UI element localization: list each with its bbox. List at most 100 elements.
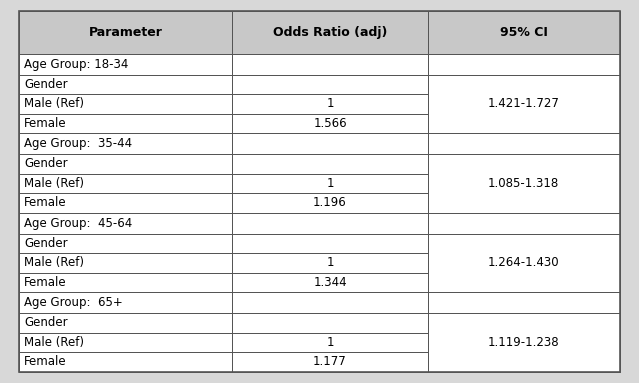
Bar [233,114,427,133]
Text: 1: 1 [327,97,334,110]
Bar [19,114,233,133]
Bar [19,273,233,292]
Bar [233,352,427,372]
Text: Female: Female [24,196,67,210]
Bar [233,114,427,133]
Text: 1.566: 1.566 [313,117,347,130]
Bar [233,332,427,352]
Bar [233,54,427,75]
Bar [233,154,427,173]
Bar [19,133,233,154]
Text: 1: 1 [327,336,334,349]
Bar [233,94,427,114]
Bar [233,273,427,292]
Bar [233,193,427,213]
Bar [19,253,233,273]
Bar [233,213,427,234]
Text: Female: Female [24,276,67,289]
Bar [19,94,233,114]
Bar [427,234,620,292]
Bar [233,11,427,54]
Bar [19,193,233,213]
Bar [19,133,233,154]
Bar [233,173,427,193]
Text: 1.421-1.727: 1.421-1.727 [488,97,560,110]
Bar [427,213,620,234]
Text: 1: 1 [327,177,334,190]
Bar [19,173,233,193]
Bar [233,154,427,173]
Bar [427,11,620,54]
Bar [19,332,233,352]
Bar [19,253,233,273]
Bar [19,94,233,114]
Bar [427,234,620,292]
Bar [19,352,233,372]
Bar [427,54,620,75]
Bar [19,213,233,234]
Bar [19,173,233,193]
Bar [233,193,427,213]
Bar [19,193,233,213]
Bar [19,11,233,54]
Text: Male (Ref): Male (Ref) [24,256,84,269]
Bar [19,154,233,173]
Bar [19,273,233,292]
Bar [427,154,620,213]
Bar [427,292,620,313]
Bar [427,11,620,54]
Bar [233,54,427,75]
Text: 1.264-1.430: 1.264-1.430 [488,256,560,269]
Bar [427,313,620,372]
Text: 1: 1 [327,256,334,269]
Text: Male (Ref): Male (Ref) [24,177,84,190]
Bar [233,234,427,253]
Text: Male (Ref): Male (Ref) [24,97,84,110]
Text: Age Group: 18-34: Age Group: 18-34 [24,58,128,71]
Bar [427,75,620,133]
Bar [233,332,427,352]
Bar [19,114,233,133]
Bar [19,75,233,94]
Text: Odds Ratio (adj): Odds Ratio (adj) [273,26,387,39]
Text: 1.344: 1.344 [313,276,347,289]
Bar [427,133,620,154]
Bar [19,154,233,173]
Bar [19,11,233,54]
Bar [233,213,427,234]
Bar [233,292,427,313]
Bar [233,75,427,94]
Bar [233,75,427,94]
Text: Female: Female [24,117,67,130]
Text: 1.177: 1.177 [313,355,347,368]
Bar [19,213,233,234]
Bar [233,273,427,292]
Text: Female: Female [24,355,67,368]
Bar [427,154,620,213]
Text: Gender: Gender [24,157,68,170]
Bar [233,11,427,54]
Bar [427,75,620,133]
Text: Gender: Gender [24,237,68,250]
Bar [19,234,233,253]
Bar [427,292,620,313]
Bar [427,54,620,75]
Bar [19,234,233,253]
Text: 1.085-1.318: 1.085-1.318 [488,177,559,190]
Bar [19,352,233,372]
Bar [233,253,427,273]
Bar [19,75,233,94]
Bar [19,313,233,332]
Bar [427,213,620,234]
Bar [233,313,427,332]
Bar [19,313,233,332]
Bar [19,292,233,313]
Bar [233,173,427,193]
Text: Age Group:  45-64: Age Group: 45-64 [24,217,132,230]
Bar [233,292,427,313]
Bar [19,292,233,313]
Bar [233,133,427,154]
Bar [19,54,233,75]
Bar [427,313,620,372]
Bar [233,313,427,332]
